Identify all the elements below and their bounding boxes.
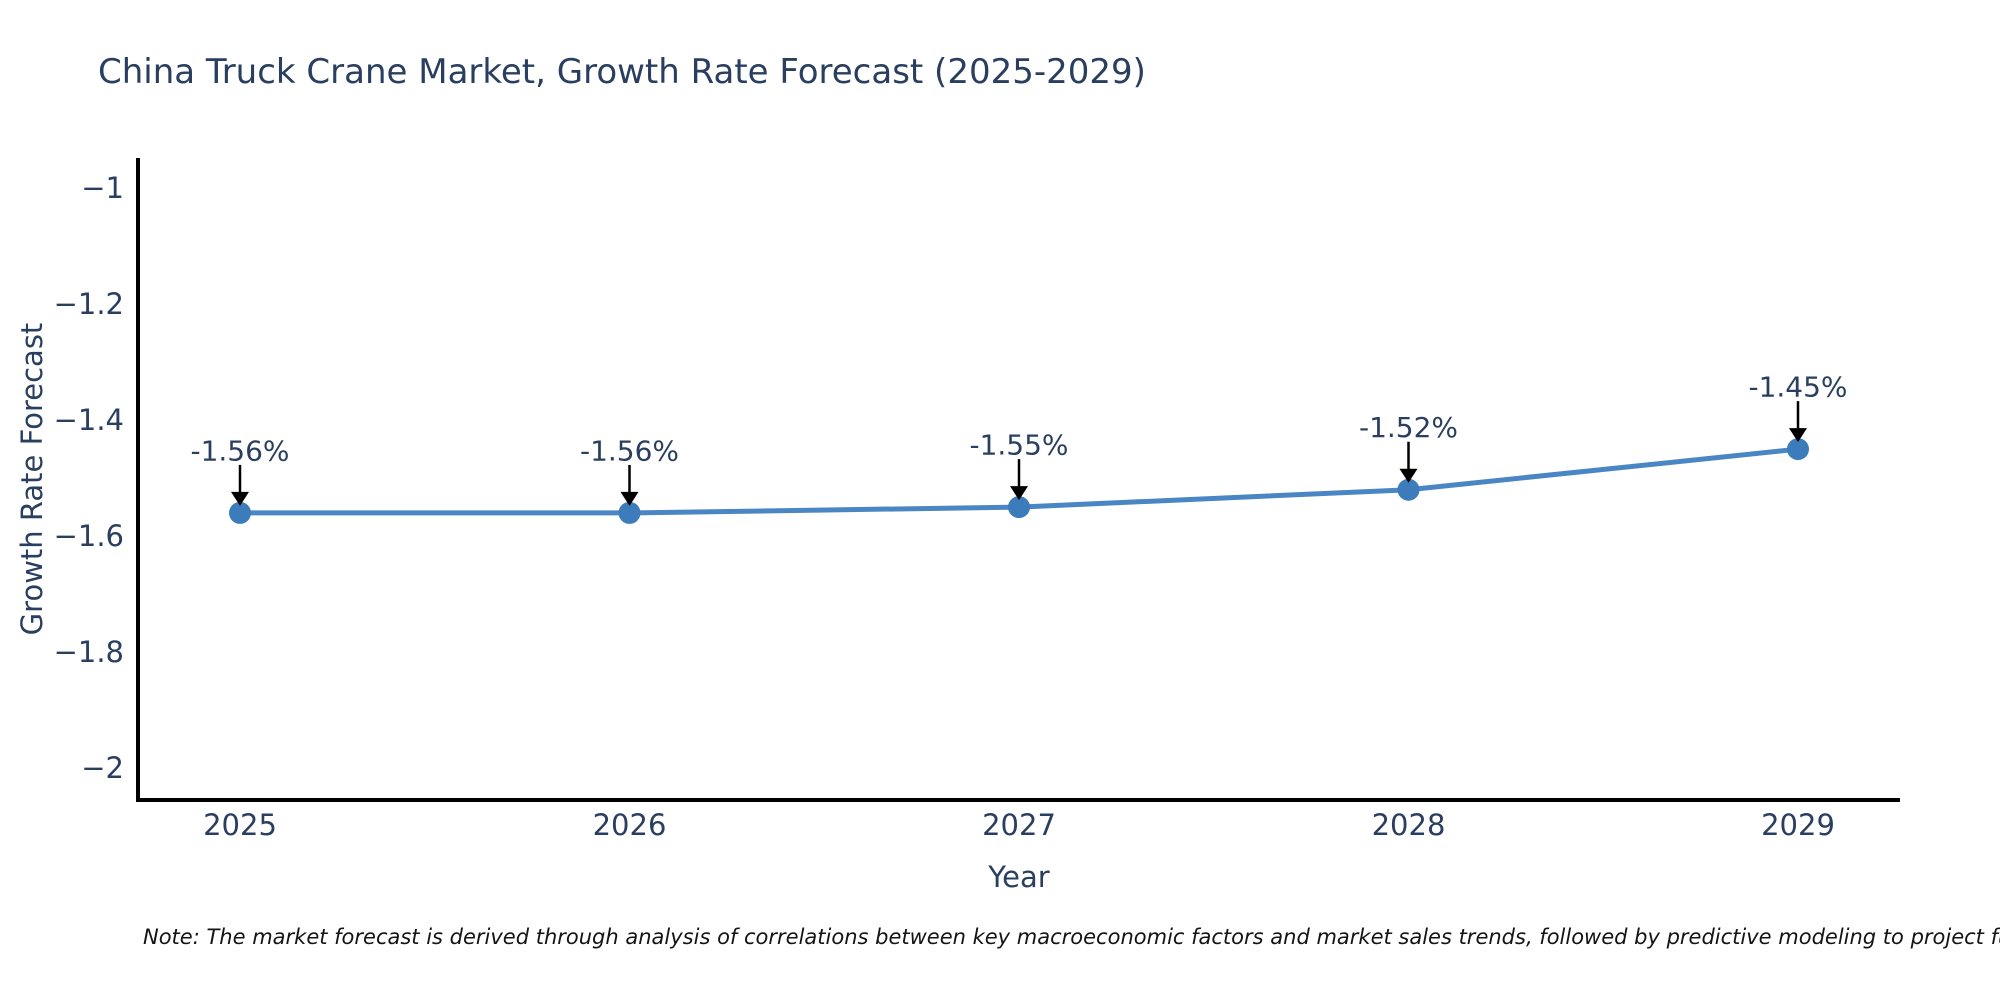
annotation-arrow-head: [231, 491, 249, 506]
data-point-marker: [229, 501, 251, 524]
annotation-label: -1.56%: [580, 434, 679, 467]
y-tick-label: −1.8: [54, 635, 124, 669]
y-tick-label: −2: [81, 751, 124, 785]
y-tick-label: −1.2: [54, 287, 124, 321]
annotation-arrow-head: [1789, 428, 1807, 443]
x-tick-label: 2027: [982, 808, 1056, 842]
y-axis-title: Growth Rate Forecast: [15, 323, 49, 636]
data-point-marker: [1787, 438, 1809, 461]
x-tick-label: 2025: [203, 808, 277, 842]
y-tick-label: −1: [81, 171, 124, 205]
x-axis-title: Year: [987, 860, 1049, 894]
x-tick-label: 2026: [593, 808, 667, 842]
footnote: Note: The market forecast is derived thr…: [143, 925, 2000, 949]
annotation-label: -1.52%: [1359, 411, 1458, 444]
annotation-arrow-head: [1010, 486, 1028, 501]
annotation-label: -1.56%: [190, 434, 289, 467]
chart-title: China Truck Crane Market, Growth Rate Fo…: [98, 52, 1146, 92]
x-tick-label: 2029: [1761, 808, 1835, 842]
y-tick-label: −1.4: [54, 403, 124, 437]
annotation-label: -1.55%: [969, 429, 1068, 462]
annotation-arrow-head: [620, 491, 639, 506]
data-point-marker: [618, 501, 641, 524]
annotation-label: -1.45%: [1748, 371, 1847, 404]
data-point-marker: [1397, 478, 1420, 501]
data-point-marker: [1008, 496, 1030, 519]
y-tick-label: −1.6: [54, 519, 124, 553]
x-tick-label: 2028: [1372, 808, 1446, 842]
annotation-arrow-head: [1399, 468, 1418, 483]
